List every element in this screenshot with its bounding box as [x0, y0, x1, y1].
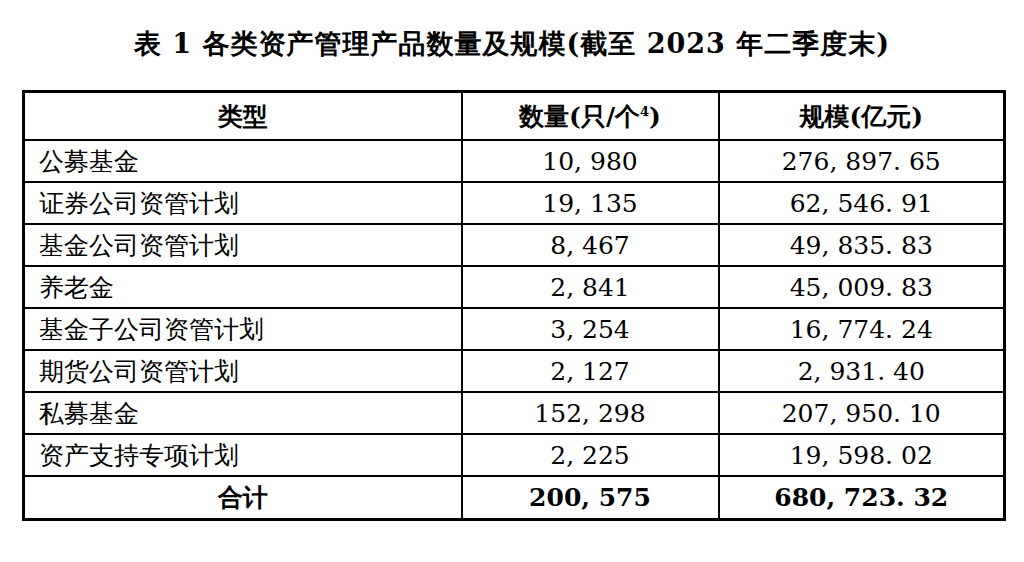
- table-row: 私募基金 152, 298 207, 950. 10: [24, 392, 1005, 434]
- cell-total-count: 200, 575: [462, 476, 719, 520]
- table-row: 证券公司资管计划 19, 135 62, 546. 91: [24, 182, 1005, 224]
- cell-total-scale: 680, 723. 32: [719, 476, 1005, 520]
- header-count-close: ): [649, 102, 661, 131]
- cell-scale: 16, 774. 24: [719, 308, 1005, 350]
- cell-scale: 276, 897. 65: [719, 140, 1005, 182]
- cell-total-label: 合计: [24, 476, 462, 520]
- cell-type: 基金公司资管计划: [24, 224, 462, 266]
- cell-type: 基金子公司资管计划: [24, 308, 462, 350]
- header-count: 数量(只/个4): [462, 92, 719, 141]
- cell-scale: 2, 931. 40: [719, 350, 1005, 392]
- cell-type: 私募基金: [24, 392, 462, 434]
- footnote-marker: 4: [640, 103, 649, 118]
- cell-scale: 45, 009. 83: [719, 266, 1005, 308]
- cell-scale: 207, 950. 10: [719, 392, 1005, 434]
- cell-count: 2, 127: [462, 350, 719, 392]
- cell-scale: 62, 546. 91: [719, 182, 1005, 224]
- cell-scale: 19, 598. 02: [719, 434, 1005, 476]
- cell-scale: 49, 835. 83: [719, 224, 1005, 266]
- table-row: 资产支持专项计划 2, 225 19, 598. 02: [24, 434, 1005, 476]
- cell-type: 养老金: [24, 266, 462, 308]
- table-caption: 表 1 各类资产管理产品数量及规模(截至 2023 年二季度末): [0, 26, 1024, 62]
- cell-count: 152, 298: [462, 392, 719, 434]
- cell-type: 公募基金: [24, 140, 462, 182]
- cell-count: 2, 225: [462, 434, 719, 476]
- total-row: 合计 200, 575 680, 723. 32: [24, 476, 1005, 520]
- cell-count: 10, 980: [462, 140, 719, 182]
- header-type: 类型: [24, 92, 462, 141]
- table-row: 公募基金 10, 980 276, 897. 65: [24, 140, 1005, 182]
- cell-type: 证券公司资管计划: [24, 182, 462, 224]
- header-scale: 规模(亿元): [719, 92, 1005, 141]
- table-row: 基金公司资管计划 8, 467 49, 835. 83: [24, 224, 1005, 266]
- table-row: 养老金 2, 841 45, 009. 83: [24, 266, 1005, 308]
- cell-count: 2, 841: [462, 266, 719, 308]
- cell-count: 3, 254: [462, 308, 719, 350]
- cell-type: 资产支持专项计划: [24, 434, 462, 476]
- cell-count: 8, 467: [462, 224, 719, 266]
- asset-management-products-table: 类型 数量(只/个4) 规模(亿元) 公募基金 10, 980 276, 897…: [22, 90, 1006, 521]
- header-row: 类型 数量(只/个4) 规模(亿元): [24, 92, 1005, 141]
- table-row: 基金子公司资管计划 3, 254 16, 774. 24: [24, 308, 1005, 350]
- header-count-text: 数量(只/个: [519, 102, 640, 131]
- cell-type: 期货公司资管计划: [24, 350, 462, 392]
- table-row: 期货公司资管计划 2, 127 2, 931. 40: [24, 350, 1005, 392]
- cell-count: 19, 135: [462, 182, 719, 224]
